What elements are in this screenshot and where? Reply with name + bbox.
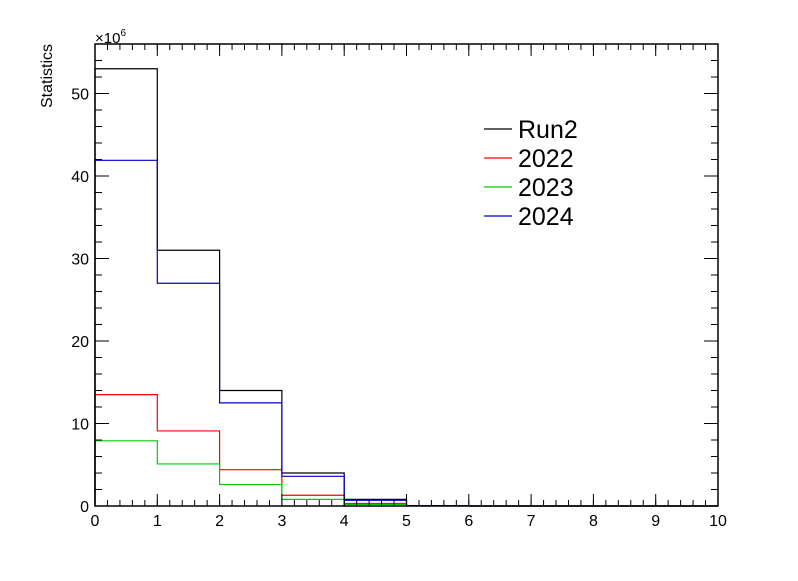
x-tick-label: 5 — [402, 513, 411, 530]
x-tick-label: 3 — [277, 513, 286, 530]
y-tick-label: 10 — [71, 417, 89, 434]
y-tick-label: 20 — [71, 334, 89, 351]
x-tick-label: 0 — [91, 513, 100, 530]
x-tick-label: 2 — [215, 513, 224, 530]
axis-layer: 0 1 2 3 4 5 6 7 8 9 10 0 10 20 30 40 50 — [71, 43, 727, 530]
plot-frame — [94, 43, 719, 507]
y-tick-label: 50 — [71, 87, 89, 104]
y-tick-label: 40 — [71, 169, 89, 186]
x-tick-label: 6 — [464, 513, 473, 530]
legend-label-2023: 2023 — [518, 174, 574, 202]
y-tick-label: 0 — [80, 499, 89, 516]
x-tick-label: 1 — [153, 513, 162, 530]
x-tick-label: 10 — [709, 513, 727, 530]
x-tick-label: 4 — [340, 513, 349, 530]
y-axis-exponent: ×106 — [95, 28, 126, 47]
legend-label-2022: 2022 — [518, 145, 574, 173]
y-axis-title: Statistics — [39, 44, 56, 108]
legend-label-run2: Run2 — [518, 116, 578, 144]
y-tick-label: 30 — [71, 252, 89, 269]
label-layer: Statistics ×106 — [39, 28, 126, 108]
plot-background — [95, 44, 718, 506]
legend-label-2024: 2024 — [518, 203, 574, 231]
x-tick-label: 8 — [589, 513, 598, 530]
x-tick-label: 7 — [527, 513, 536, 530]
x-tick-label: 9 — [651, 513, 660, 530]
